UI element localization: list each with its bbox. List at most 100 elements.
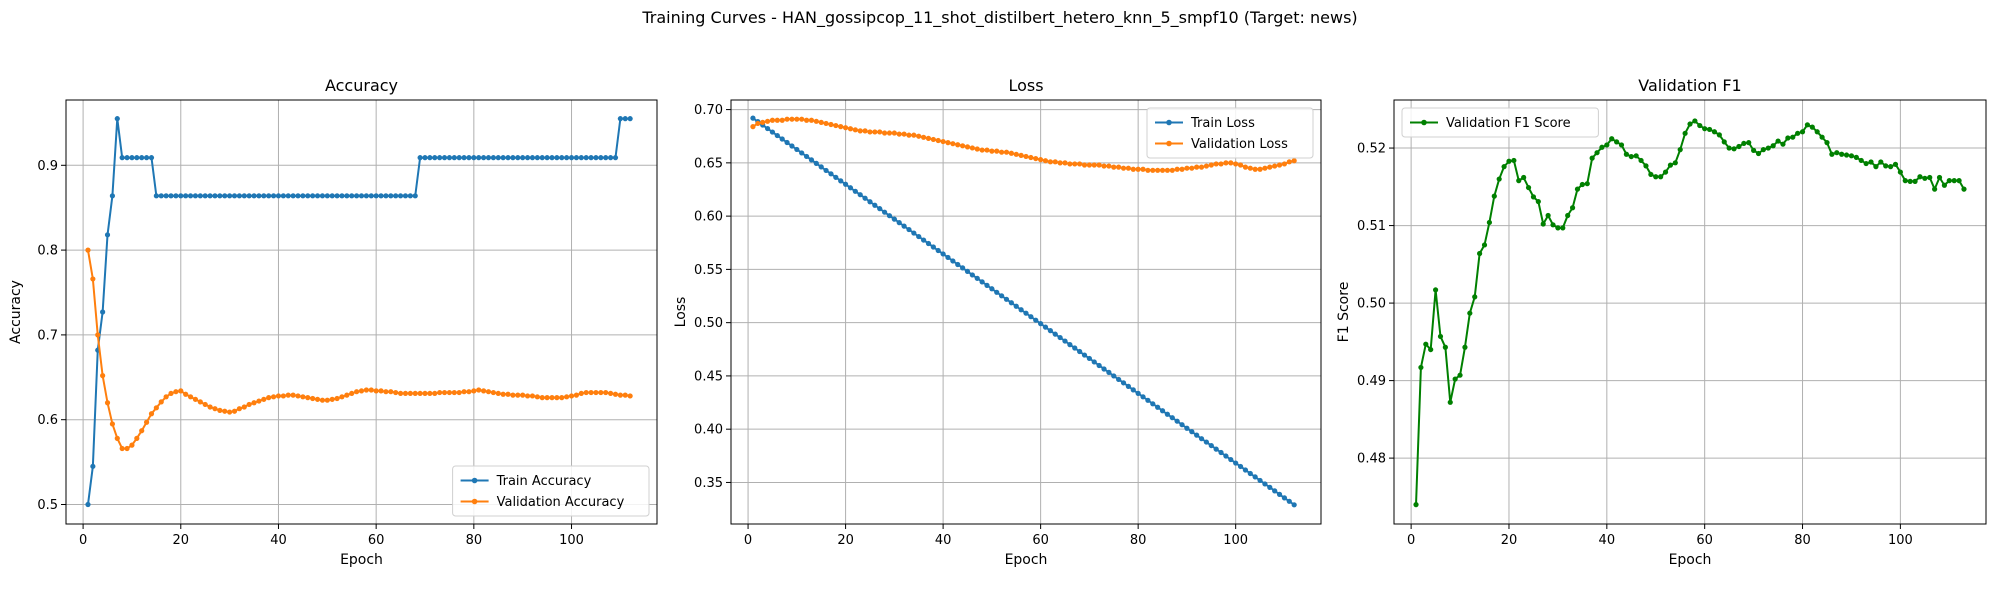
loss-series-2-point xyxy=(813,118,819,124)
f1-series-1-point xyxy=(1477,250,1483,257)
f1-series-1-point xyxy=(1790,134,1796,140)
loss-series-1-point xyxy=(1038,321,1044,327)
loss-series-2-point xyxy=(1174,166,1180,172)
loss-series-1-point xyxy=(921,237,927,243)
loss-series-1-point xyxy=(1111,373,1117,379)
loss-ytick-label: 0.45 xyxy=(694,369,723,384)
f1-series-1-point xyxy=(1506,158,1512,164)
accuracy-legend-marker xyxy=(471,477,478,484)
f1-axes-frame xyxy=(1393,99,1987,525)
f1-series-1-point xyxy=(1569,205,1576,211)
loss-series-2-point xyxy=(1223,160,1229,166)
f1-ytick-label: 0.51 xyxy=(1357,219,1386,234)
loss-series-1-point xyxy=(1223,453,1229,459)
accuracy-series-2-point xyxy=(119,445,125,452)
loss-series-1-point xyxy=(1077,348,1083,355)
accuracy-series-1-point xyxy=(319,193,326,199)
accuracy-series-2-point xyxy=(139,428,145,434)
loss-series-1-point xyxy=(1052,331,1058,337)
loss-series-2-point xyxy=(803,117,810,123)
loss-series-1-point xyxy=(808,157,815,163)
accuracy-series-2-point xyxy=(481,388,487,394)
loss-xtick-label: 60 xyxy=(1032,533,1049,548)
accuracy-series-1-point xyxy=(329,193,335,199)
accuracy-series-1-point xyxy=(432,155,438,161)
f1-series-1-point xyxy=(1780,141,1786,147)
accuracy-series-1-point xyxy=(270,193,277,199)
loss-series-1-point xyxy=(1013,303,1019,309)
loss-series-2-point xyxy=(1111,164,1117,170)
accuracy-series-2-point xyxy=(612,391,619,397)
f1-series-1-point xyxy=(1589,155,1595,161)
f1-series-1-point xyxy=(1834,150,1840,156)
accuracy-series-2-point xyxy=(363,387,369,393)
accuracy-series-2-point xyxy=(573,392,580,398)
accuracy-series-1-point xyxy=(187,193,194,199)
f1-legend: Validation F1 Score xyxy=(1401,107,1599,138)
accuracy-series-2-point xyxy=(373,388,379,394)
accuracy-series-2-point xyxy=(427,390,433,397)
loss-legend-label: Train Loss xyxy=(1190,116,1255,131)
accuracy-series-1-point xyxy=(275,193,282,199)
accuracy-series-1-point xyxy=(217,193,223,199)
f1-series-1-point xyxy=(1873,164,1879,170)
loss-series-1-point xyxy=(969,272,975,278)
f1-series-1-point xyxy=(1638,157,1644,164)
f1-series-1-point xyxy=(1961,186,1967,192)
loss-series-1-point xyxy=(1198,436,1205,442)
loss-series-1-point xyxy=(1262,481,1268,487)
loss-series-2-point xyxy=(1189,165,1195,171)
loss-series-2-point xyxy=(784,116,790,122)
loss-series-2-point xyxy=(1042,158,1049,164)
loss-series-2-point xyxy=(1057,160,1063,166)
f1-series-1-point xyxy=(1760,147,1766,153)
loss-xtick-label: 0 xyxy=(744,533,752,548)
loss-series-2-point xyxy=(828,121,834,128)
accuracy-series-1-point xyxy=(524,155,531,161)
f1-series-1-point xyxy=(1535,198,1541,205)
accuracy-series-2-point xyxy=(104,400,111,406)
loss-series-1-point xyxy=(1140,394,1146,400)
loss-series-2-point xyxy=(852,127,858,133)
f1-series-1-point xyxy=(1809,124,1815,130)
accuracy-series-1-point xyxy=(568,155,575,161)
loss-series-2-point xyxy=(1179,166,1185,172)
f1-legend-box xyxy=(1401,107,1599,138)
accuracy-series-1-point xyxy=(119,155,125,161)
loss-series-2-point xyxy=(1067,161,1073,167)
accuracy-series-2-point xyxy=(202,401,208,408)
accuracy-series-1-point xyxy=(246,193,252,199)
accuracy-series-1-point xyxy=(139,155,145,161)
accuracy-series-1-point xyxy=(564,155,570,161)
loss-series-1-point xyxy=(979,279,985,285)
loss-series-2-point xyxy=(1291,158,1297,164)
loss-series-1-point xyxy=(1164,411,1170,417)
loss-series-1-point xyxy=(1169,415,1175,421)
accuracy-series-2-point xyxy=(334,395,340,402)
f1-series-1-point xyxy=(1799,129,1806,135)
loss-series-1-point xyxy=(1120,380,1127,386)
loss-series-2-point xyxy=(1120,165,1127,171)
loss-series-2-point xyxy=(1272,163,1278,169)
loss-series-2-point xyxy=(818,119,824,125)
accuracy-series-1-point xyxy=(461,155,467,161)
accuracy-axes-frame xyxy=(65,99,658,525)
f1-series-1-point xyxy=(1770,143,1776,149)
accuracy-series-1-point xyxy=(310,193,316,199)
loss-series-1-point xyxy=(1174,418,1180,424)
f1-series-1-point xyxy=(1614,139,1620,145)
loss-series-1-point xyxy=(930,244,936,250)
loss-series-1-point xyxy=(1106,369,1112,375)
accuracy-legend-box xyxy=(452,465,650,517)
f1-series-1-point xyxy=(1721,139,1727,145)
accuracy-series-2-point xyxy=(559,395,565,401)
f1-series-1-point xyxy=(1922,175,1928,181)
f1-series-1-point xyxy=(1888,164,1894,170)
loss-series-2-point xyxy=(1135,166,1141,172)
accuracy-series-2-point xyxy=(564,394,570,400)
loss-series-2-point xyxy=(1257,166,1263,172)
f1-series-1-point xyxy=(1795,130,1801,136)
f1-series-1-point xyxy=(1843,152,1850,158)
accuracy-series-2-point xyxy=(378,388,384,394)
accuracy-series-2-point xyxy=(158,399,164,405)
